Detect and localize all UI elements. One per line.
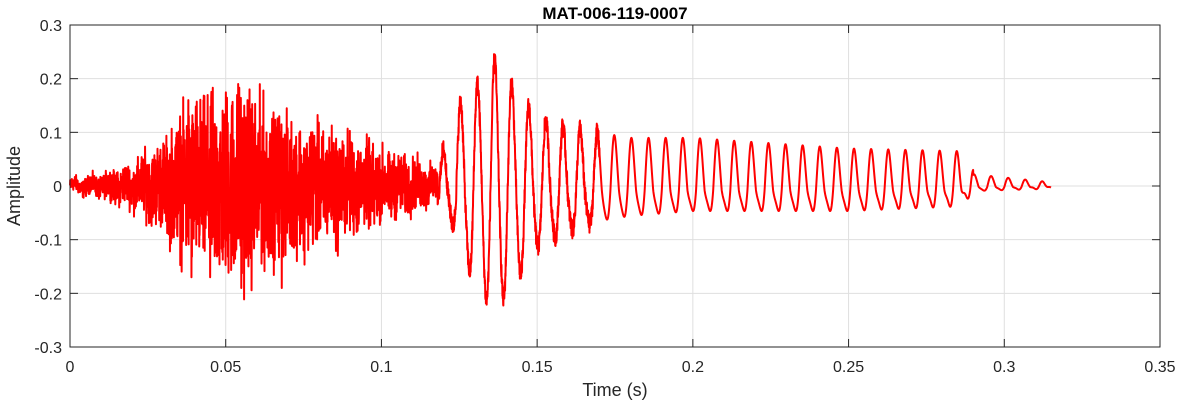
x-tick-label: 0.05 xyxy=(210,359,241,376)
y-tick-label: 0.2 xyxy=(40,72,62,89)
y-tick-label: 0.1 xyxy=(40,125,62,142)
waveform-chart: MAT-006-119-0007 0 0.05 0.1 0.15 0.2 0.25 0.3 0… xyxy=(0,0,1182,404)
y-tick-label: -0.2 xyxy=(34,286,62,303)
x-tick-label: 0.3 xyxy=(993,359,1015,376)
x-tick-label: 0.35 xyxy=(1144,359,1175,376)
y-tick-label: 0.3 xyxy=(40,18,62,35)
x-tick-label: 0.1 xyxy=(370,359,392,376)
chart-title: MAT-006-119-0007 xyxy=(542,4,687,23)
y-tick-label: -0.3 xyxy=(34,340,62,357)
x-axis-label: Time (s) xyxy=(582,380,647,400)
y-axis-label: Amplitude xyxy=(4,146,24,226)
y-tick-label: 0 xyxy=(53,179,62,196)
x-tick-label: 0.15 xyxy=(522,359,553,376)
y-tick-label: -0.1 xyxy=(34,233,62,250)
x-tick-label: 0.2 xyxy=(682,359,704,376)
x-tick-label: 0.25 xyxy=(833,359,864,376)
x-tick-label: 0 xyxy=(66,359,75,376)
signal-line xyxy=(70,54,1051,305)
